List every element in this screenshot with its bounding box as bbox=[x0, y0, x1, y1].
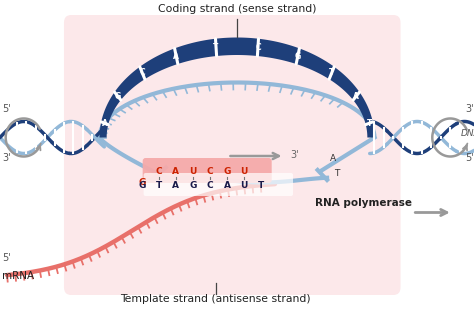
Text: 5': 5' bbox=[465, 153, 474, 163]
Text: T: T bbox=[258, 180, 264, 190]
Text: A: A bbox=[173, 52, 179, 61]
Text: 3': 3' bbox=[465, 105, 474, 114]
Text: G: G bbox=[115, 92, 121, 100]
Text: A: A bbox=[329, 154, 336, 163]
Text: C: C bbox=[139, 68, 145, 77]
Text: A: A bbox=[173, 167, 179, 175]
Text: A: A bbox=[224, 180, 230, 190]
Text: C: C bbox=[255, 43, 261, 52]
FancyBboxPatch shape bbox=[144, 173, 293, 196]
Text: T: T bbox=[213, 43, 219, 52]
Text: U: U bbox=[240, 167, 248, 175]
Text: A: A bbox=[173, 180, 179, 190]
Text: T: T bbox=[329, 68, 334, 77]
Text: G: G bbox=[138, 180, 146, 190]
Text: Template strand (antisense strand): Template strand (antisense strand) bbox=[120, 294, 311, 304]
Text: G: G bbox=[223, 167, 231, 175]
Text: C: C bbox=[207, 180, 213, 190]
Text: T: T bbox=[366, 119, 372, 128]
Text: A: A bbox=[102, 119, 108, 128]
Text: 3': 3' bbox=[290, 150, 299, 160]
FancyBboxPatch shape bbox=[64, 15, 401, 295]
Text: C: C bbox=[155, 167, 162, 175]
FancyBboxPatch shape bbox=[143, 158, 272, 183]
Text: T: T bbox=[155, 180, 162, 190]
Text: DNA: DNA bbox=[461, 129, 474, 138]
Text: 5': 5' bbox=[2, 105, 11, 114]
Text: A: A bbox=[354, 92, 359, 100]
Text: G: G bbox=[138, 177, 146, 186]
Polygon shape bbox=[100, 37, 374, 138]
Text: G: G bbox=[295, 52, 301, 61]
Text: T: T bbox=[334, 169, 339, 178]
Text: mRNA: mRNA bbox=[2, 271, 35, 281]
Text: C: C bbox=[207, 167, 213, 175]
Text: U: U bbox=[240, 180, 248, 190]
Text: Coding strand (sense strand): Coding strand (sense strand) bbox=[158, 4, 316, 14]
Text: RNA polymerase: RNA polymerase bbox=[315, 198, 412, 208]
Text: 5': 5' bbox=[2, 253, 11, 263]
Text: G: G bbox=[189, 180, 197, 190]
Text: U: U bbox=[189, 167, 197, 175]
Text: 3': 3' bbox=[2, 153, 11, 163]
